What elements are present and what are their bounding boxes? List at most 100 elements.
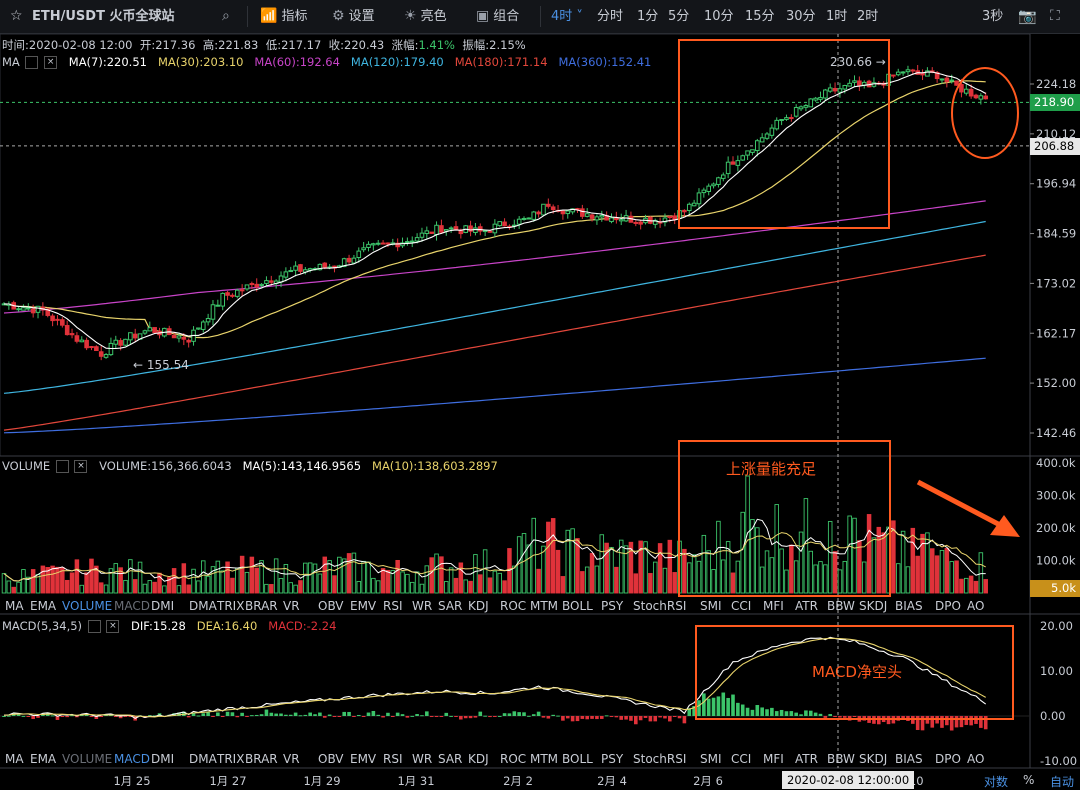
macd-hist-bar [381, 716, 385, 718]
indicator-tab-trix[interactable]: TRIX [217, 752, 245, 766]
macd-settings-icon[interactable] [87, 620, 101, 633]
indicator-tab-smi[interactable]: SMI [700, 599, 722, 613]
timeframe-15分[interactable]: 15分 [745, 9, 775, 24]
indicator-tab-dmi[interactable]: DMI [151, 599, 175, 613]
indicator-tab-boll[interactable]: BOLL [562, 599, 593, 613]
candle-body [400, 242, 405, 247]
volume-bar [735, 560, 741, 594]
indicator-tab-wr[interactable]: WR [412, 599, 433, 613]
ma-settings-icon[interactable] [25, 56, 39, 69]
indicator-tab-bias[interactable]: BIAS [895, 752, 923, 766]
indicator-tab-ema[interactable]: EMA [30, 599, 57, 613]
volume-bar [210, 566, 216, 594]
indicator-tab-skdj[interactable]: SKDJ [859, 752, 888, 766]
indicator-tab-stochrsi[interactable]: StochRSI [633, 752, 687, 766]
candle-body [477, 226, 483, 232]
camera-icon[interactable]: 📷 [1018, 7, 1037, 25]
indicator-tab-dpo[interactable]: DPO [935, 752, 961, 766]
indicator-tab-kdj[interactable]: KDJ [468, 752, 489, 766]
timeframe-4时[interactable]: 4时 ˅ [551, 9, 583, 24]
timeframe-1分[interactable]: 1分 [637, 9, 659, 24]
indicator-tab-mfi[interactable]: MFI [763, 599, 784, 613]
indicator-tab-stochrsi[interactable]: StochRSI [633, 599, 687, 613]
indicator-tab-sar[interactable]: SAR [438, 752, 463, 766]
ma-close-icon[interactable]: × [44, 56, 58, 69]
macd-hist-bar [245, 716, 249, 717]
indicator-tab-mfi[interactable]: MFI [763, 752, 784, 766]
indicator-tab-bbw[interactable]: BBW [827, 599, 855, 613]
indicator-tab-obv[interactable]: OBV [318, 599, 344, 613]
indicator-tab-dpo[interactable]: DPO [935, 599, 961, 613]
volume-close-icon[interactable]: × [74, 460, 88, 473]
volume-bar [541, 545, 546, 594]
timeframe-5分[interactable]: 5分 [668, 9, 690, 24]
indicators-button[interactable]: 📶 指标 [260, 8, 308, 24]
indicator-tab-emv[interactable]: EMV [350, 752, 377, 766]
kline-chart[interactable]: 224.18 210.12 196.94 184.59 173.02 162.17 152.… [0, 34, 1080, 790]
search-icon[interactable]: ⌕ [222, 8, 230, 24]
indicator-tab-kdj[interactable]: KDJ [468, 599, 489, 613]
indicator-tab-bbw[interactable]: BBW [827, 752, 855, 766]
annotation-box-price [678, 39, 890, 229]
indicator-tab-ema[interactable]: EMA [30, 752, 57, 766]
indicator-tab-bias[interactable]: BIAS [895, 599, 923, 613]
indicator-tab-mtm[interactable]: MTM [530, 752, 559, 766]
indicator-tab-volume[interactable]: VOLUME [62, 752, 113, 766]
indicator-tab-cci[interactable]: CCI [731, 752, 752, 766]
indicator-tab-trix[interactable]: TRIX [217, 599, 245, 613]
indicator-tab-vr[interactable]: VR [283, 599, 300, 613]
macd-hist-bar [425, 711, 429, 716]
volume-settings-icon[interactable] [55, 460, 69, 473]
indicator-tab-mtm[interactable]: MTM [530, 599, 559, 613]
indicator-tab-atr[interactable]: ATR [795, 752, 818, 766]
macd-close-icon[interactable]: × [106, 620, 120, 633]
indicator-tab-smi[interactable]: SMI [700, 752, 722, 766]
indicator-tab-sar[interactable]: SAR [438, 599, 463, 613]
indicator-tab-macd[interactable]: MACD [114, 599, 150, 613]
indicator-tab-cci[interactable]: CCI [731, 599, 752, 613]
indicator-tab-boll[interactable]: BOLL [562, 752, 593, 766]
indicator-tab-atr[interactable]: ATR [795, 599, 818, 613]
macd-hist-bar [823, 716, 828, 718]
indicator-tab-rsi[interactable]: RSI [383, 599, 403, 613]
indicator-tab-emv[interactable]: EMV [350, 599, 377, 613]
percent-toggle[interactable]: % [1023, 773, 1035, 787]
timeframe-1时[interactable]: 1时 [826, 9, 848, 24]
favorite-star-icon[interactable]: ☆ [10, 8, 23, 24]
indicator-tab-ao[interactable]: AO [967, 599, 985, 613]
indicator-tab-dmi[interactable]: DMI [151, 752, 175, 766]
indicator-tab-volume[interactable]: VOLUME [62, 599, 113, 613]
combo-button[interactable]: ▣ 组合 [476, 8, 520, 24]
log-scale-toggle[interactable]: 对数 [984, 775, 1009, 789]
refresh-interval[interactable]: 3秒 [982, 9, 1004, 24]
indicator-tab-dma[interactable]: DMA [189, 752, 217, 766]
indicator-tab-brar[interactable]: BRAR [245, 752, 278, 766]
timeframe-10分[interactable]: 10分 [704, 9, 734, 24]
macd-hist-bar [322, 716, 327, 718]
indicator-tab-vr[interactable]: VR [283, 752, 300, 766]
indicator-tab-brar[interactable]: BRAR [245, 599, 278, 613]
theme-button[interactable]: ☀ 亮色 [404, 8, 447, 24]
auto-scale-toggle[interactable]: 自动 [1050, 775, 1075, 789]
indicator-tab-psy[interactable]: PSY [601, 752, 624, 766]
indicator-tab-ao[interactable]: AO [967, 752, 985, 766]
indicator-tab-skdj[interactable]: SKDJ [859, 599, 888, 613]
timeframe-分时[interactable]: 分时 [597, 9, 624, 24]
indicator-tab-macd[interactable]: MACD [114, 752, 150, 766]
indicator-tab-dma[interactable]: DMA [189, 599, 217, 613]
timeframe-2时[interactable]: 2时 [857, 9, 879, 24]
indicator-tab-obv[interactable]: OBV [318, 752, 344, 766]
indicator-tab-roc[interactable]: ROC [500, 599, 527, 613]
candle-body [691, 202, 697, 207]
fullscreen-icon[interactable]: ⛶ [1050, 8, 1060, 24]
indicator-tab-ma[interactable]: MA [5, 752, 24, 766]
settings-button[interactable]: ⚙ 设置 [332, 8, 375, 24]
indicator-tab-rsi[interactable]: RSI [383, 752, 403, 766]
indicator-tab-wr[interactable]: WR [412, 752, 433, 766]
indicator-tab-psy[interactable]: PSY [601, 599, 624, 613]
candle-body [244, 284, 250, 290]
timeframe-30分[interactable]: 30分 [786, 9, 816, 24]
indicator-tab-roc[interactable]: ROC [500, 752, 527, 766]
candle-body [50, 315, 55, 322]
indicator-tab-ma[interactable]: MA [5, 599, 24, 613]
